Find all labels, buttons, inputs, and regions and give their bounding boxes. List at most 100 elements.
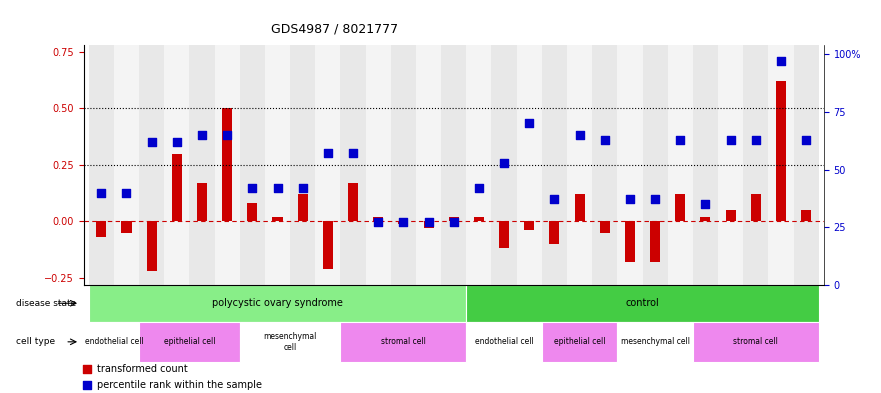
- Bar: [340, 45, 366, 285]
- Bar: [348, 183, 358, 221]
- Text: stromal cell: stromal cell: [733, 337, 778, 346]
- Bar: [592, 45, 618, 285]
- Text: mesenchymal cell: mesenchymal cell: [620, 337, 690, 346]
- Bar: [542, 45, 567, 285]
- Point: [623, 196, 637, 202]
- Bar: [424, 221, 433, 228]
- Bar: [700, 217, 710, 221]
- Bar: [340, 322, 466, 362]
- Bar: [374, 217, 383, 221]
- Point: [245, 185, 259, 191]
- Text: control: control: [626, 298, 659, 308]
- Bar: [290, 45, 315, 285]
- Bar: [768, 45, 794, 285]
- Bar: [315, 45, 340, 285]
- Bar: [366, 45, 391, 285]
- Point: [472, 185, 486, 191]
- Point: [648, 196, 663, 202]
- Bar: [189, 45, 215, 285]
- Bar: [801, 210, 811, 221]
- Bar: [139, 322, 240, 362]
- Bar: [172, 154, 181, 221]
- Point: [774, 58, 788, 64]
- Bar: [524, 221, 534, 230]
- Point: [321, 150, 335, 156]
- Bar: [114, 45, 139, 285]
- Bar: [240, 322, 340, 362]
- Bar: [692, 45, 718, 285]
- Bar: [567, 45, 592, 285]
- Bar: [298, 194, 307, 221]
- Bar: [222, 108, 233, 221]
- Bar: [248, 203, 257, 221]
- Text: epithelial cell: epithelial cell: [554, 337, 605, 346]
- Bar: [441, 45, 466, 285]
- Bar: [776, 81, 786, 221]
- Point: [447, 219, 461, 226]
- Bar: [492, 45, 516, 285]
- Bar: [197, 183, 207, 221]
- Bar: [466, 285, 818, 322]
- Text: endothelial cell: endothelial cell: [85, 337, 144, 346]
- Bar: [618, 45, 642, 285]
- Point: [120, 189, 134, 196]
- Bar: [416, 45, 441, 285]
- Bar: [600, 221, 610, 233]
- Point: [270, 185, 285, 191]
- Bar: [668, 45, 692, 285]
- Bar: [272, 217, 283, 221]
- Bar: [794, 45, 818, 285]
- Point: [547, 196, 561, 202]
- Text: cell type: cell type: [16, 337, 55, 346]
- Text: percentile rank within the sample: percentile rank within the sample: [97, 380, 262, 390]
- Text: endothelial cell: endothelial cell: [475, 337, 533, 346]
- Bar: [89, 45, 114, 285]
- Bar: [89, 285, 466, 322]
- Point: [799, 136, 813, 143]
- Bar: [650, 221, 660, 262]
- Bar: [542, 322, 618, 362]
- Point: [346, 150, 360, 156]
- Bar: [642, 45, 668, 285]
- Bar: [398, 221, 409, 224]
- Bar: [391, 45, 416, 285]
- Point: [597, 136, 611, 143]
- Point: [144, 139, 159, 145]
- Point: [371, 219, 385, 226]
- Bar: [466, 322, 542, 362]
- Bar: [675, 194, 685, 221]
- Text: stromal cell: stromal cell: [381, 337, 426, 346]
- Point: [195, 132, 209, 138]
- Point: [749, 136, 763, 143]
- Bar: [240, 45, 265, 285]
- Point: [170, 139, 184, 145]
- Bar: [448, 217, 459, 221]
- Bar: [751, 194, 761, 221]
- Text: GDS4987 / 8021777: GDS4987 / 8021777: [271, 22, 398, 35]
- Bar: [265, 45, 290, 285]
- Point: [522, 120, 537, 127]
- Bar: [718, 45, 744, 285]
- Text: disease state: disease state: [16, 299, 76, 308]
- Bar: [574, 194, 585, 221]
- Point: [497, 160, 511, 166]
- Bar: [122, 221, 131, 233]
- Point: [673, 136, 687, 143]
- Bar: [625, 221, 635, 262]
- Bar: [550, 221, 559, 244]
- Bar: [516, 45, 542, 285]
- Text: transformed count: transformed count: [97, 364, 188, 374]
- Bar: [618, 322, 692, 362]
- Point: [80, 382, 94, 388]
- Point: [573, 132, 587, 138]
- Point: [94, 189, 108, 196]
- Bar: [89, 322, 139, 362]
- Point: [80, 366, 94, 372]
- Bar: [96, 221, 107, 237]
- Point: [296, 185, 310, 191]
- Point: [396, 219, 411, 226]
- Text: mesenchymal
cell: mesenchymal cell: [263, 332, 317, 351]
- Point: [421, 219, 435, 226]
- Bar: [139, 45, 164, 285]
- Bar: [499, 221, 509, 248]
